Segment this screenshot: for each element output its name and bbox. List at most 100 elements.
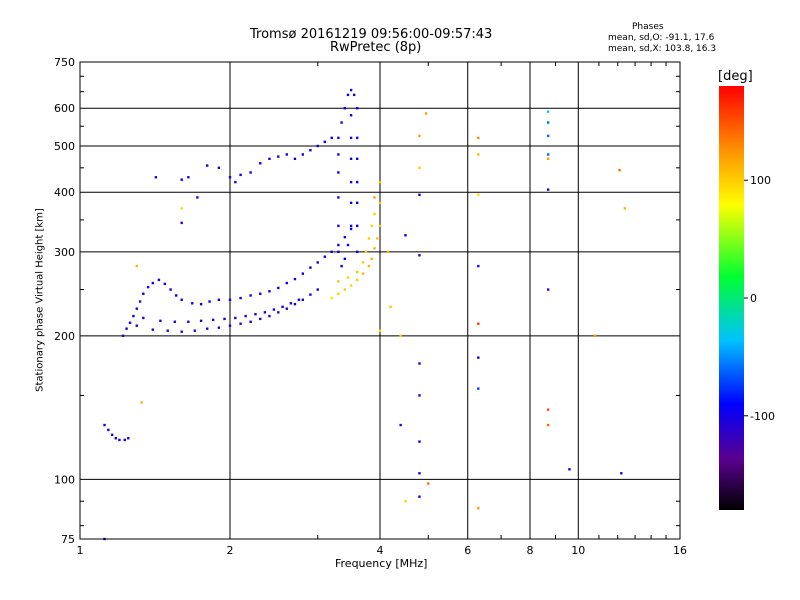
data-point — [268, 290, 271, 293]
data-point — [187, 176, 190, 179]
data-point — [340, 121, 343, 124]
data-point — [355, 278, 359, 282]
data-point — [546, 423, 550, 427]
data-point — [272, 308, 276, 311]
data-point — [142, 316, 145, 320]
data-point — [477, 193, 480, 197]
data-point — [146, 285, 150, 289]
data-point — [378, 180, 382, 184]
x-tick-label: 6 — [464, 544, 471, 557]
data-point — [568, 468, 571, 471]
data-point — [309, 266, 312, 269]
data-point — [140, 401, 143, 404]
data-point — [180, 330, 183, 333]
data-point — [121, 334, 125, 338]
data-point — [323, 255, 327, 258]
data-point — [205, 327, 209, 330]
data-point — [301, 298, 305, 301]
data-point — [349, 114, 353, 117]
data-point — [154, 176, 158, 179]
y-tick-label: 500 — [54, 140, 75, 153]
data-point — [277, 155, 280, 158]
colorbar-tick-label: 0 — [750, 292, 757, 305]
data-point — [355, 270, 359, 274]
data-point — [427, 482, 430, 485]
x-axis-label: Frequency [MHz] — [335, 557, 428, 570]
data-point — [418, 472, 421, 475]
colorbar — [719, 86, 744, 510]
colorbar-label: [deg] — [718, 69, 753, 84]
data-point — [128, 321, 132, 324]
data-point — [546, 153, 550, 156]
data-point — [239, 296, 242, 300]
data-point — [196, 196, 199, 199]
data-point — [285, 281, 288, 285]
data-point — [418, 134, 421, 138]
data-point — [623, 207, 627, 210]
data-point — [593, 334, 597, 338]
data-point — [281, 305, 284, 309]
data-point — [228, 176, 232, 179]
data-point — [546, 110, 550, 113]
data-point — [293, 302, 297, 306]
data-point — [151, 328, 155, 331]
data-point — [378, 224, 382, 228]
data-point — [249, 294, 252, 297]
data-point — [223, 317, 226, 321]
data-point — [254, 312, 257, 316]
data-point — [477, 322, 480, 325]
data-point — [268, 314, 271, 318]
y-tick-label: 300 — [54, 246, 75, 259]
data-point — [330, 250, 333, 254]
data-point — [259, 162, 262, 165]
x-tick-label: 4 — [377, 544, 384, 557]
data-point — [346, 276, 350, 279]
x-tick-label: 2 — [227, 544, 234, 557]
data-point — [349, 201, 353, 205]
y-tick-label: 400 — [54, 186, 75, 199]
data-point — [343, 235, 347, 239]
data-point — [211, 318, 215, 322]
data-point — [249, 320, 252, 323]
data-point — [477, 507, 480, 510]
data-point — [142, 292, 145, 295]
data-point — [285, 153, 288, 156]
data-point — [123, 438, 126, 442]
data-point — [330, 296, 333, 300]
data-point — [199, 319, 203, 323]
chart-subtitle: RwPretec (8p) — [330, 40, 422, 55]
data-point — [367, 264, 371, 268]
data-point — [132, 314, 135, 318]
y-tick-label: 200 — [54, 330, 75, 343]
data-point — [477, 387, 480, 390]
data-point — [361, 261, 365, 264]
data-point — [349, 180, 353, 184]
data-point — [166, 329, 169, 332]
data-point — [620, 472, 623, 475]
data-point — [349, 88, 353, 92]
data-point — [418, 166, 421, 170]
y-tick-label: 750 — [54, 56, 75, 69]
data-point — [364, 250, 368, 254]
data-point — [337, 171, 340, 174]
data-point — [546, 157, 550, 161]
data-point — [355, 250, 359, 254]
data-point — [301, 272, 305, 275]
data-point — [424, 112, 428, 115]
data-point — [349, 224, 353, 228]
data-point — [376, 237, 379, 240]
data-point — [337, 153, 340, 156]
data-point — [187, 320, 190, 323]
data-point — [309, 148, 312, 152]
data-point — [125, 327, 128, 330]
data-point — [404, 500, 407, 503]
data-point — [337, 280, 340, 283]
data-point — [378, 201, 382, 205]
data-point — [180, 221, 183, 225]
data-point — [477, 153, 480, 156]
data-point — [389, 305, 392, 309]
data-point — [323, 140, 327, 144]
grid-lines — [80, 62, 680, 539]
data-point — [157, 278, 161, 282]
data-point — [373, 212, 376, 216]
